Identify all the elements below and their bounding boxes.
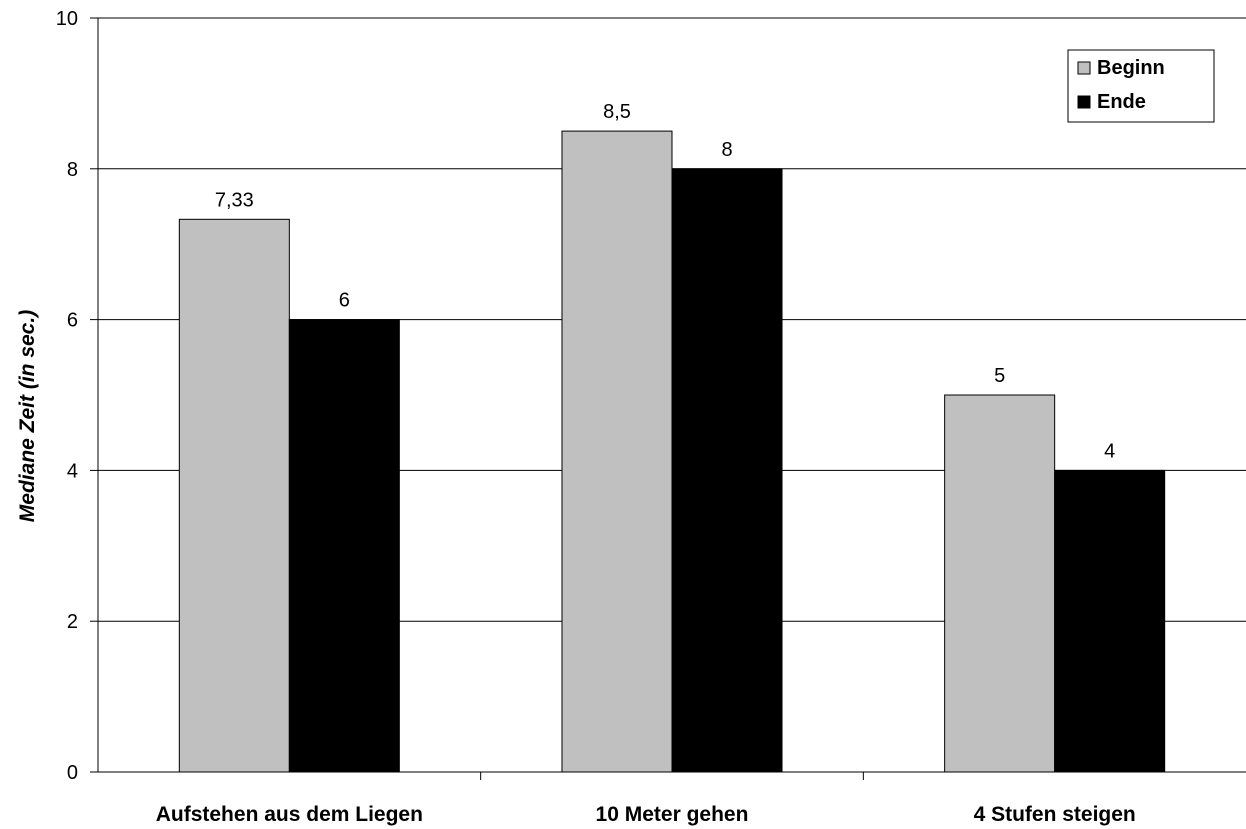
legend-label-ende: Ende — [1097, 91, 1146, 113]
category-label: 4 Stufen steigen — [974, 803, 1136, 826]
y-tick-label: 4 — [67, 460, 78, 482]
data-label: 8 — [721, 139, 732, 161]
legend-label-beginn: Beginn — [1097, 57, 1165, 79]
y-axis-label: Mediane Zeit (in sec.) — [16, 310, 39, 522]
bar-beginn-0 — [178, 218, 290, 773]
bar-ende-2 — [1054, 469, 1166, 773]
y-tick-label: 6 — [67, 310, 78, 332]
data-label: 6 — [339, 290, 350, 312]
data-label: 7,33 — [215, 189, 254, 211]
axes — [97, 18, 1246, 780]
y-tick-label: 0 — [67, 762, 78, 784]
bars — [178, 130, 1166, 773]
legend: Beginn Ende — [1067, 49, 1215, 123]
y-tick-label: 8 — [67, 159, 78, 181]
data-label: 8,5 — [603, 101, 631, 123]
bar-ende-0 — [288, 319, 400, 773]
data-labels: 7,33 6 8,5 8 5 4 — [215, 101, 1115, 462]
bar-beginn-2 — [944, 394, 1056, 773]
legend-swatch-beginn — [1077, 61, 1091, 75]
category-label: 10 Meter gehen — [596, 803, 749, 826]
data-label: 5 — [994, 365, 1005, 387]
bar-beginn-1 — [561, 130, 673, 773]
category-label: Aufstehen aus dem Liegen — [156, 803, 423, 826]
bar-ende-1 — [671, 168, 783, 773]
legend-box — [1067, 49, 1215, 123]
category-labels: Aufstehen aus dem Liegen 10 Meter gehen 4 … — [156, 803, 1136, 826]
y-tick-labels: 0 2 4 6 8 10 — [56, 8, 98, 784]
y-tick-label: 2 — [67, 611, 78, 633]
y-tick-label: 10 — [56, 8, 78, 30]
data-label: 4 — [1104, 440, 1115, 462]
legend-swatch-ende — [1077, 95, 1091, 109]
